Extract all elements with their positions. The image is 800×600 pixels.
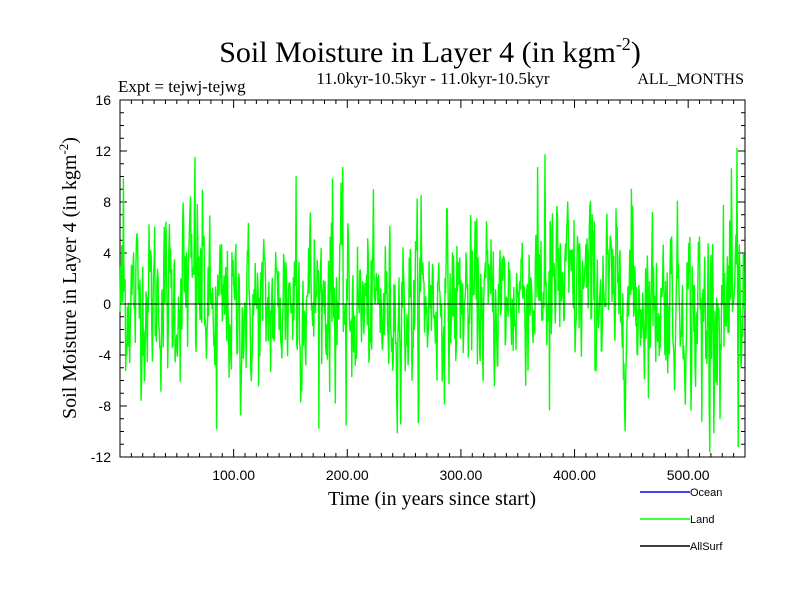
y-tick-label: -4 <box>99 347 112 363</box>
x-tick-label: 200.00 <box>326 467 369 483</box>
legend-label-ocean: Ocean <box>690 487 722 499</box>
series-layer <box>119 147 746 453</box>
y-axis-label-main: Soil Moisture in Layer 4 (in kgm <box>59 154 81 419</box>
series-line-land <box>119 147 746 453</box>
legend-label-land: Land <box>690 514 714 526</box>
y-tick-label: 12 <box>95 143 111 159</box>
y-tick-label: -8 <box>99 398 112 414</box>
y-tick-label: -12 <box>91 449 111 465</box>
legend-label-allsurf: AllSurf <box>690 541 723 553</box>
chart-title: Soil Moisture in Layer 4 (in kgm-2) <box>219 34 641 69</box>
chart-title-close: ) <box>631 36 641 69</box>
x-axis-label: Time (in years since start) <box>328 488 536 510</box>
x-tick-label: 100.00 <box>212 467 255 483</box>
y-tick-label: 0 <box>103 296 111 312</box>
x-tick-label: 500.00 <box>667 467 710 483</box>
x-tick-label: 400.00 <box>553 467 596 483</box>
period-label: 11.0kyr-10.5kyr - 11.0kyr-10.5kyr <box>316 69 550 88</box>
y-axis-label-sup: -2 <box>56 144 71 155</box>
y-axis-label-close: ) <box>59 137 81 144</box>
x-tick-label: 300.00 <box>439 467 482 483</box>
months-label: ALL_MONTHS <box>637 71 744 88</box>
legend: Ocean Land AllSurf <box>640 487 723 553</box>
y-tick-label: 16 <box>95 92 111 108</box>
x-axis-ticks: 100.00 200.00 300.00 400.00 500.00 <box>130 100 735 483</box>
chart-title-sup: -2 <box>616 34 631 54</box>
y-axis-label: Soil Moisture in Layer 4 (in kgm-2) <box>56 137 81 419</box>
y-tick-label: 8 <box>103 194 111 210</box>
expt-label: Expt = tejwj-tejwg <box>118 77 246 96</box>
y-tick-label: 4 <box>103 245 111 261</box>
chart-title-main: Soil Moisture in Layer 4 (in kgm <box>219 36 616 69</box>
